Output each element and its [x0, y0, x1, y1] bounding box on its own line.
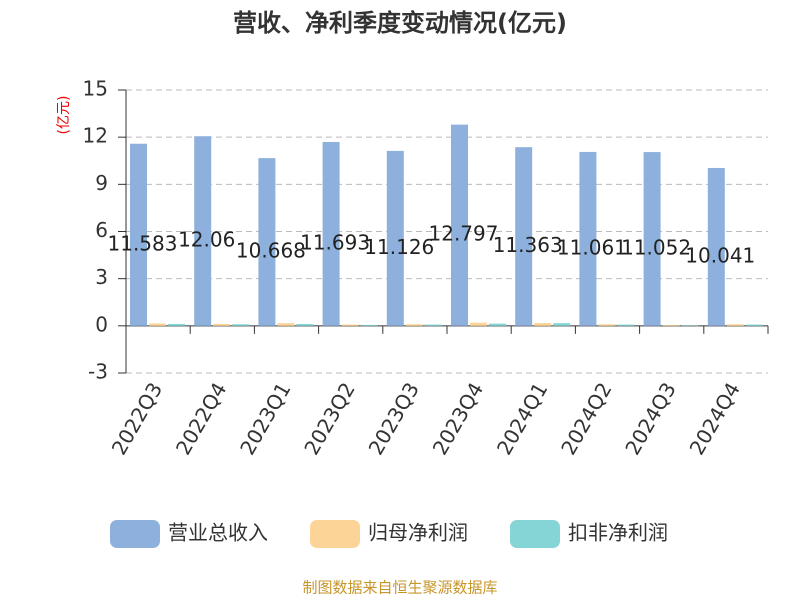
bar	[168, 323, 185, 326]
bar	[662, 325, 680, 326]
bar	[643, 152, 661, 326]
legend-label: 扣非净利润	[568, 521, 668, 545]
data-label: 12.06	[178, 228, 235, 252]
y-tick-label: -3	[88, 360, 108, 384]
x-tick-label: 2024Q2	[556, 378, 616, 459]
bar	[489, 323, 506, 326]
data-label: 11.052	[621, 235, 691, 259]
data-label: 11.061	[557, 235, 627, 259]
bar	[360, 324, 378, 326]
y-tick-label: 0	[95, 312, 108, 336]
y-tick-label: 15	[83, 77, 108, 101]
bar	[277, 323, 295, 326]
bar	[470, 322, 487, 326]
y-tick-label: 12	[83, 124, 108, 148]
data-label: 11.363	[493, 233, 563, 257]
source-note: 制图数据来自恒生聚源数据库	[302, 579, 497, 597]
bar	[341, 324, 359, 326]
bar	[707, 167, 725, 326]
y-tick-label: 9	[95, 171, 108, 195]
bar	[745, 324, 763, 326]
legend-swatch	[310, 520, 360, 548]
bar	[258, 158, 276, 326]
bar	[386, 150, 404, 326]
x-tick-label: 2023Q1	[235, 378, 295, 459]
bar	[424, 324, 442, 326]
data-label: 11.126	[364, 235, 434, 259]
x-tick-label: 2024Q3	[620, 378, 680, 459]
x-tick-label: 2023Q4	[428, 378, 488, 459]
bar	[322, 141, 340, 326]
data-label: 11.693	[300, 230, 370, 254]
x-tick-label: 2022Q4	[171, 378, 231, 459]
y-axis-label: (亿元)	[56, 96, 72, 135]
x-tick-label: 2024Q4	[685, 378, 745, 459]
x-tick-label: 2023Q3	[364, 378, 424, 459]
data-label: 11.583	[108, 231, 178, 255]
data-label: 10.668	[236, 238, 306, 262]
bar	[232, 324, 250, 326]
bar	[534, 323, 552, 326]
bar	[451, 124, 468, 326]
legend-swatch	[110, 520, 160, 548]
bar	[130, 143, 147, 326]
bar	[296, 323, 314, 326]
bar	[598, 324, 616, 326]
bar	[579, 151, 597, 326]
legend-label: 营业总收入	[168, 521, 268, 545]
y-tick-label: 3	[95, 265, 108, 289]
y-tick-label: 6	[95, 218, 108, 242]
bar	[726, 324, 744, 326]
x-tick-label: 2023Q2	[299, 378, 359, 459]
chart-title: 营收、净利季度变动情况(亿元)	[233, 9, 567, 37]
bar	[617, 324, 635, 326]
legend-label: 归母净利润	[368, 521, 468, 545]
data-label: 12.797	[429, 222, 499, 246]
legend-swatch	[510, 520, 560, 548]
bar	[405, 324, 423, 326]
bar	[213, 323, 231, 326]
x-tick-label: 2024Q1	[492, 378, 552, 459]
bar	[553, 323, 571, 326]
bar	[515, 147, 533, 326]
data-label: 10.041	[685, 243, 755, 267]
x-tick-label: 2022Q3	[107, 378, 167, 459]
bar	[149, 323, 166, 326]
bar	[194, 136, 212, 326]
